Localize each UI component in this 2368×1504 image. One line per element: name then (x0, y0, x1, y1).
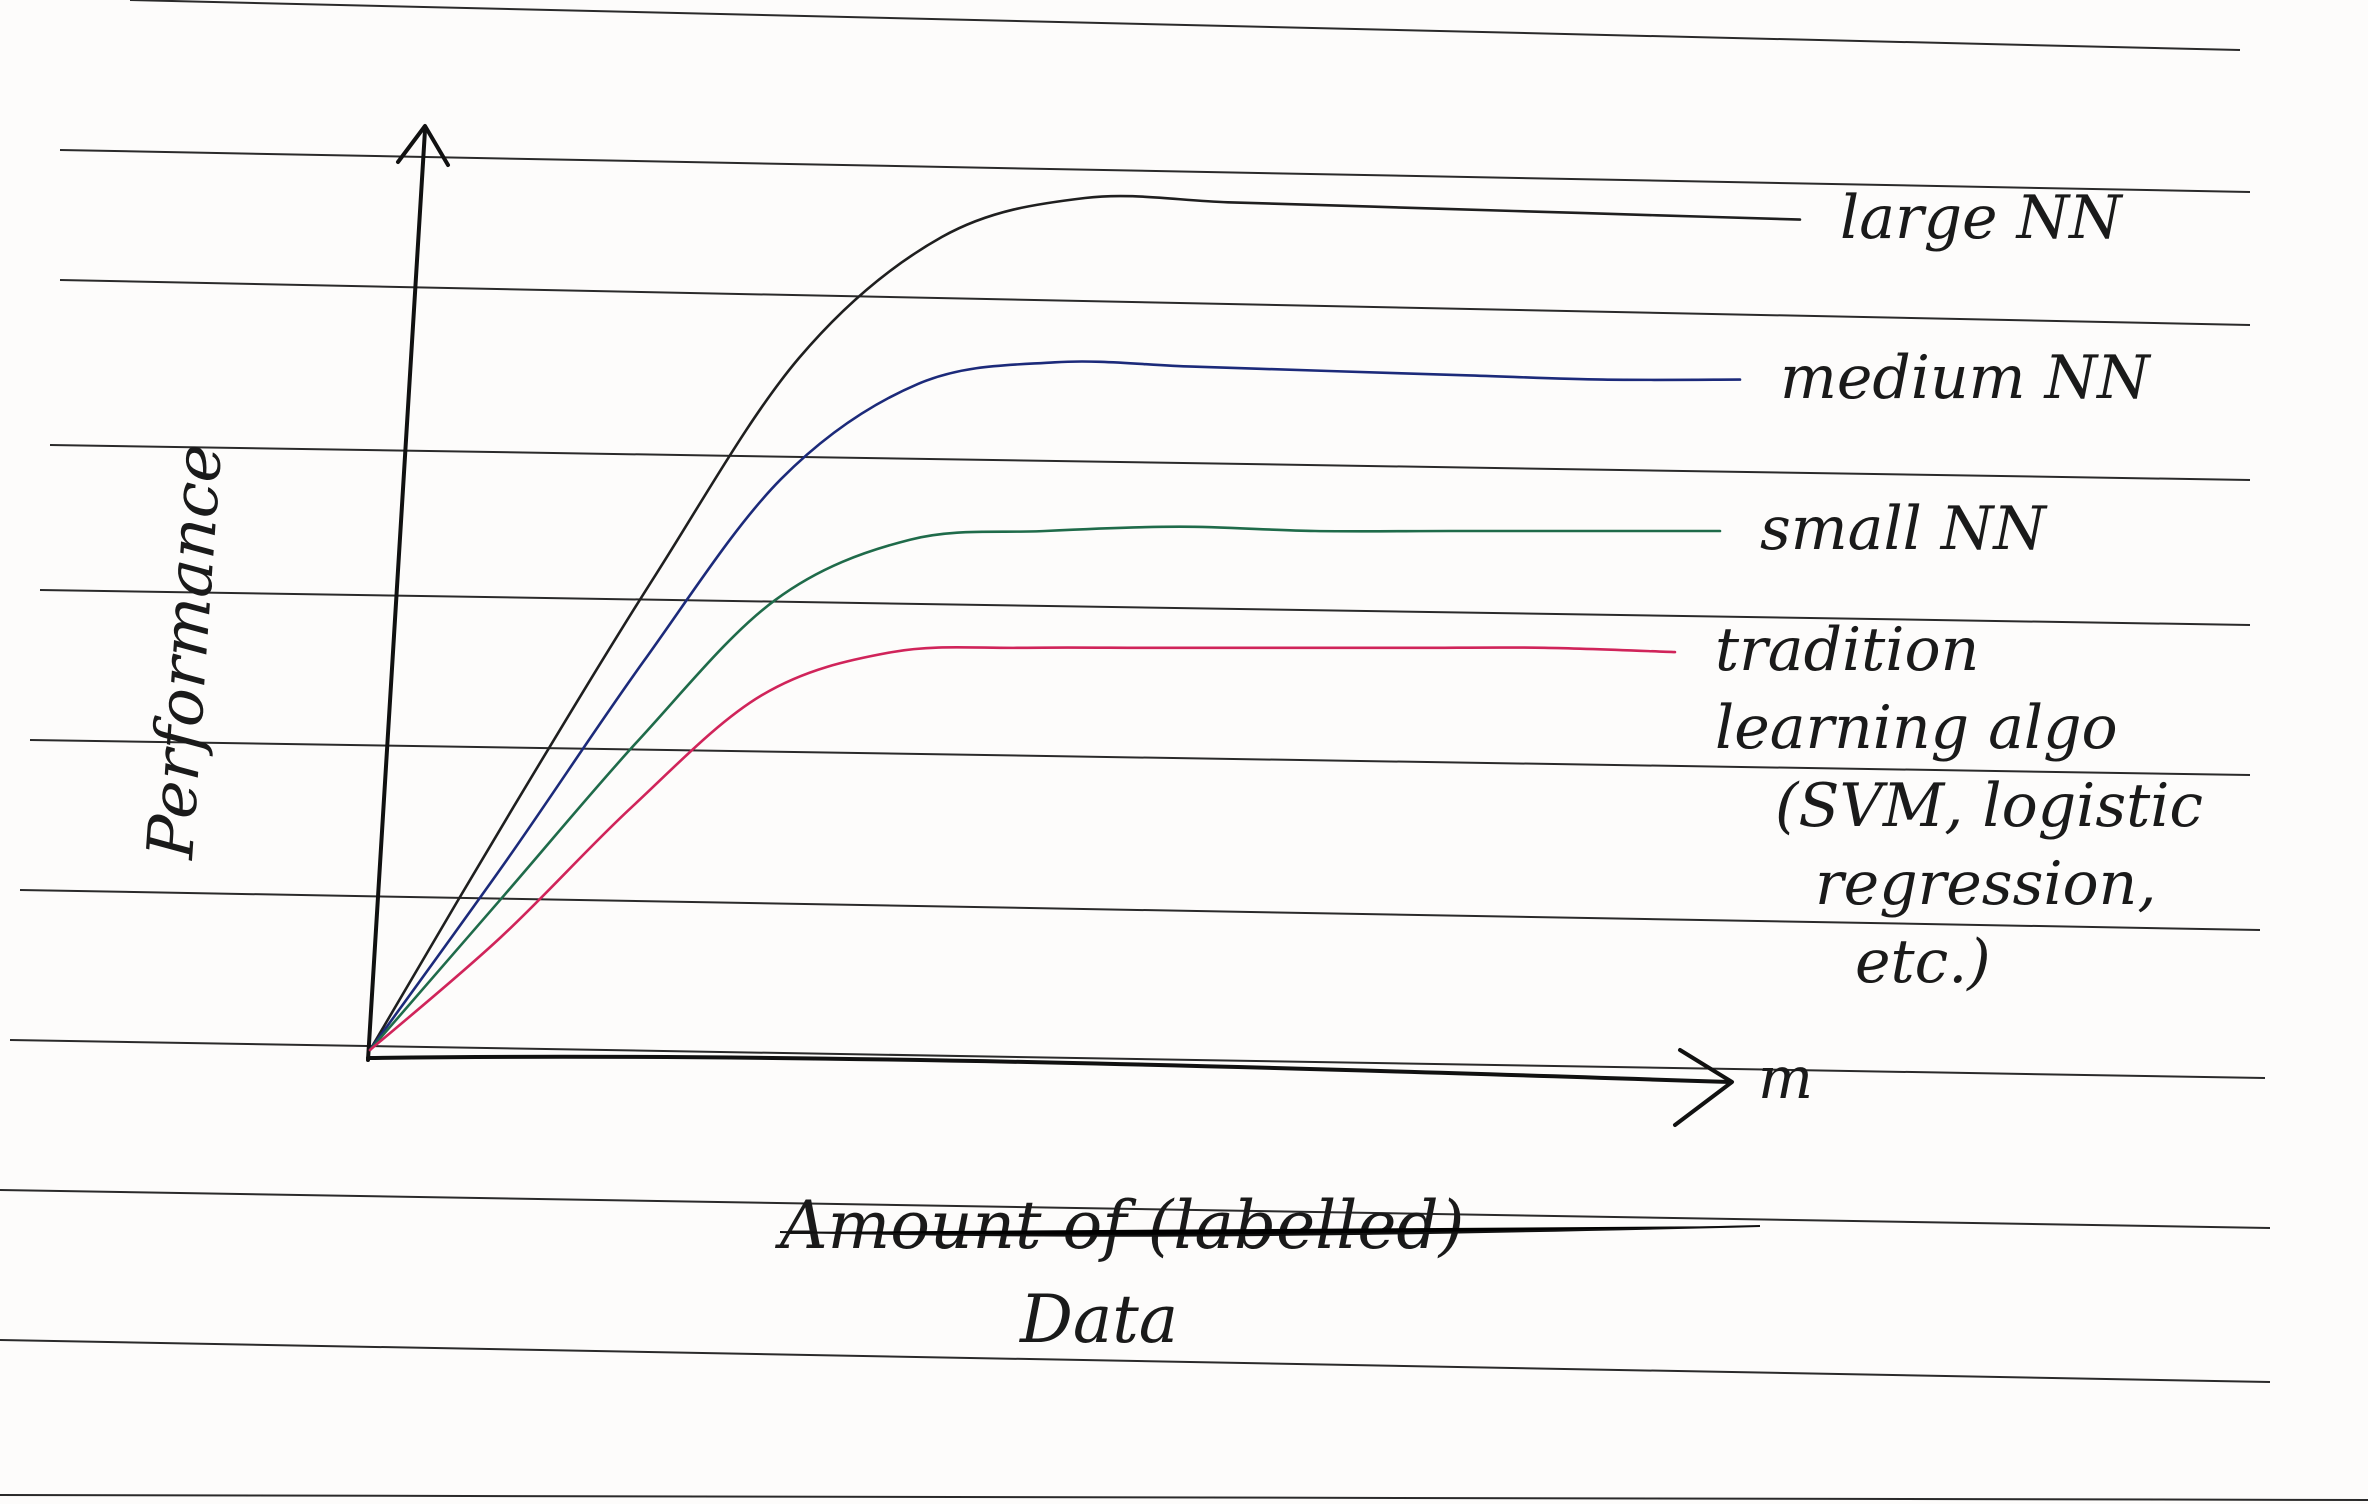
ruled-line (9, 1039, 2266, 1079)
y-axis-line (366, 128, 427, 1062)
series-label-tradition-learning-algo-line-5: etc.) (1855, 927, 1991, 997)
ruled-line (0, 1189, 2271, 1229)
series-line-tradition-learning-algo (368, 645, 1677, 1052)
ruled-line (59, 279, 2251, 326)
series-label-large-nn: large NN (1840, 183, 2124, 253)
ruled-line (39, 589, 2251, 626)
series-line-small-nn (368, 525, 1722, 1052)
ruled-line (29, 739, 2251, 776)
series-label-tradition-learning-algo-line-4: regression, (1815, 849, 2156, 919)
ruled-line (49, 444, 2251, 481)
x-axis-end-label: m (1758, 1044, 1813, 1112)
series-labels: large NN medium NN small NN tradition learni… (1715, 183, 2203, 997)
x-axis-title-line1: Amount of (labelled) (774, 1187, 1464, 1264)
x-axis-arrowhead (1673, 1048, 1734, 1127)
x-axis-title-line2: Data (1019, 1281, 1178, 1358)
series-label-tradition-learning-algo-line-1: tradition (1715, 615, 1979, 685)
axes (366, 124, 1734, 1127)
series-line-medium-nn (368, 360, 1742, 1052)
ruled-line (19, 889, 2261, 931)
y-axis-arrowhead (396, 124, 450, 167)
plot-area (368, 194, 1802, 1052)
ruled-line (129, 0, 2241, 51)
ruled-line (0, 1339, 2271, 1383)
y-axis-title: Performance (134, 442, 237, 862)
x-axis-title-underline (779, 1225, 1761, 1237)
series-label-tradition-learning-algo-line-3: (SVM, logistic (1775, 771, 2203, 841)
series-label-small-nn: small NN (1760, 494, 2048, 564)
series-label-tradition-learning-algo-line-2: learning algo (1715, 693, 2118, 763)
series-label-medium-nn: medium NN (1780, 343, 2152, 413)
series-line-large-nn (368, 194, 1802, 1052)
ruled-line (0, 1494, 2368, 1501)
x-axis-line (366, 1054, 1732, 1084)
